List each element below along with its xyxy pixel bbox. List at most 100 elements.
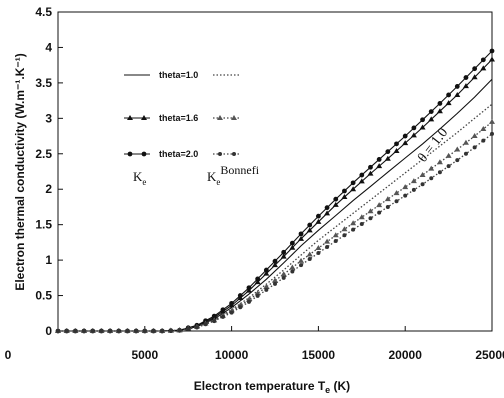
- circle-marker: [127, 151, 133, 157]
- circle-marker: [64, 329, 69, 333]
- series-bonnefi-theta-2-0: [56, 131, 494, 333]
- triangle-marker: [471, 74, 478, 80]
- circle-marker: [437, 170, 442, 175]
- triangle-marker: [358, 178, 365, 184]
- triangle-marker: [315, 245, 322, 251]
- series-ke-theta-2-0: [55, 48, 495, 334]
- triangle-marker: [410, 132, 417, 138]
- circle-marker: [212, 319, 217, 324]
- triangle-marker: [419, 124, 426, 130]
- triangle-marker: [428, 165, 435, 171]
- triangle-marker: [367, 170, 374, 176]
- circle-marker: [428, 109, 434, 114]
- circle-marker: [489, 48, 495, 54]
- circle-marker: [255, 276, 261, 282]
- circle-marker: [455, 158, 460, 163]
- triangle-marker: [419, 172, 426, 178]
- circle-marker: [480, 57, 486, 63]
- triangle-marker: [332, 232, 339, 238]
- circle-marker: [402, 133, 408, 139]
- legend-row-3: theta=2.0: [124, 149, 241, 159]
- circle-marker: [298, 231, 304, 237]
- circle-marker: [220, 307, 226, 313]
- circle-marker: [263, 267, 269, 273]
- x-tick-label: 20000: [389, 348, 423, 362]
- circle-marker: [299, 263, 304, 268]
- triangle-marker: [462, 139, 469, 145]
- y-tick-label: 4: [45, 40, 52, 54]
- legend-label: theta=2.0: [159, 149, 198, 159]
- plot-frame: [57, 11, 493, 332]
- triangle-marker: [231, 115, 237, 120]
- circle-marker: [472, 66, 478, 72]
- circle-marker: [108, 329, 113, 333]
- triangle-marker: [436, 159, 443, 165]
- triangle-marker: [462, 83, 469, 89]
- triangle-marker: [384, 196, 391, 202]
- triangle-marker: [436, 108, 443, 114]
- triangle-marker: [489, 118, 495, 124]
- circle-marker: [342, 188, 347, 194]
- triangle-marker: [358, 214, 365, 220]
- x-tick-label: 10000: [215, 348, 249, 362]
- legend-row-1: theta=1.0: [124, 70, 241, 80]
- circle-marker: [281, 275, 286, 280]
- x-tick-label: 15000: [302, 348, 336, 362]
- triangle-marker: [127, 115, 133, 120]
- circle-marker: [141, 151, 147, 157]
- triangle-marker: [254, 279, 261, 285]
- circle-marker: [238, 305, 243, 310]
- circle-marker: [290, 269, 295, 274]
- circle-marker: [394, 141, 399, 147]
- circle-marker: [324, 205, 330, 211]
- x-axis-label: Electron temperature Te (K): [194, 379, 350, 395]
- circle-marker: [255, 293, 260, 298]
- y-tick-label: 2.5: [35, 147, 52, 161]
- circle-marker: [237, 293, 243, 298]
- triangle-marker: [480, 125, 487, 131]
- circle-marker: [411, 187, 416, 192]
- triangle-marker: [393, 190, 400, 196]
- triangle-marker: [272, 277, 278, 283]
- legend-label: theta=1.0: [159, 70, 198, 80]
- triangle-marker: [341, 226, 348, 232]
- triangle-marker: [298, 257, 305, 263]
- circle-marker: [160, 329, 165, 333]
- circle-marker: [307, 222, 313, 228]
- triangle-marker: [306, 227, 313, 233]
- circle-marker: [289, 240, 295, 246]
- y-tick-label: 1: [45, 253, 52, 267]
- circle-marker: [316, 251, 321, 256]
- circle-marker: [472, 145, 477, 150]
- triangle-marker: [402, 140, 409, 146]
- triangle-marker: [263, 270, 270, 276]
- triangle-marker: [454, 91, 461, 97]
- circle-marker: [420, 117, 425, 123]
- x-tick-label: 5000: [131, 348, 158, 362]
- circle-marker: [368, 216, 373, 221]
- triangle-marker: [272, 262, 278, 268]
- y-tick-label: 2: [45, 182, 52, 196]
- circle-marker: [325, 244, 330, 249]
- circle-marker: [218, 152, 222, 156]
- triangle-marker: [471, 133, 478, 139]
- legend-ke-bonnefi-symbol: KeBonnefi: [207, 163, 260, 187]
- circle-marker: [82, 329, 87, 333]
- circle-marker: [56, 329, 60, 333]
- circle-marker: [211, 313, 217, 319]
- circle-marker: [394, 199, 399, 204]
- circle-marker: [73, 329, 78, 333]
- triangle-marker: [245, 296, 252, 302]
- triangle-marker: [341, 194, 348, 200]
- circle-marker: [351, 227, 356, 232]
- circle-marker: [142, 329, 147, 333]
- circle-marker: [463, 75, 469, 80]
- circle-marker: [376, 157, 382, 162]
- series-line: [58, 59, 493, 332]
- y-tick-label: 0: [45, 324, 52, 338]
- triangle-marker: [350, 186, 357, 192]
- series-ke-theta-1-0: [58, 78, 493, 332]
- triangle-marker: [350, 220, 357, 226]
